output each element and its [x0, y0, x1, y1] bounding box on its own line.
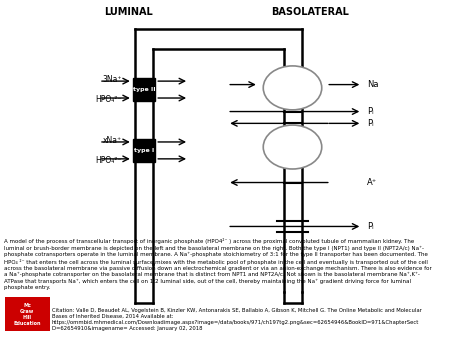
Text: Mc
Graw
Hill
Education: Mc Graw Hill Education — [13, 303, 41, 325]
Bar — [4, 297, 50, 331]
Text: Citation: Valle D, Beaudet AL, Vogelstein B, Kinzler KW, Antonarakis SE, Ballabi: Citation: Valle D, Beaudet AL, Vogelstei… — [52, 308, 422, 331]
Text: BASOLATERAL: BASOLATERAL — [271, 7, 350, 17]
Circle shape — [263, 66, 322, 110]
Text: HPO₄²⁻: HPO₄²⁻ — [95, 95, 122, 104]
Bar — [133, 139, 155, 162]
Text: type I: type I — [134, 148, 154, 153]
Text: Na: Na — [367, 80, 378, 89]
Bar — [133, 78, 155, 101]
Text: LUMINAL: LUMINAL — [104, 7, 153, 17]
Text: Pᵢ: Pᵢ — [367, 119, 374, 128]
Circle shape — [263, 125, 322, 169]
Text: A model of the process of transcellular transport of inorganic phosphate (HPO4²⁻: A model of the process of transcellular … — [4, 238, 432, 290]
Text: xNa⁺: xNa⁺ — [103, 136, 122, 145]
Text: type II: type II — [133, 87, 155, 92]
Text: Pᵢ: Pᵢ — [367, 107, 374, 116]
Text: Pᵢ: Pᵢ — [367, 222, 374, 231]
Text: A⁺: A⁺ — [367, 178, 377, 187]
Text: HPO₄²⁻: HPO₄²⁻ — [95, 156, 122, 165]
Text: 3Na⁺: 3Na⁺ — [102, 75, 122, 84]
